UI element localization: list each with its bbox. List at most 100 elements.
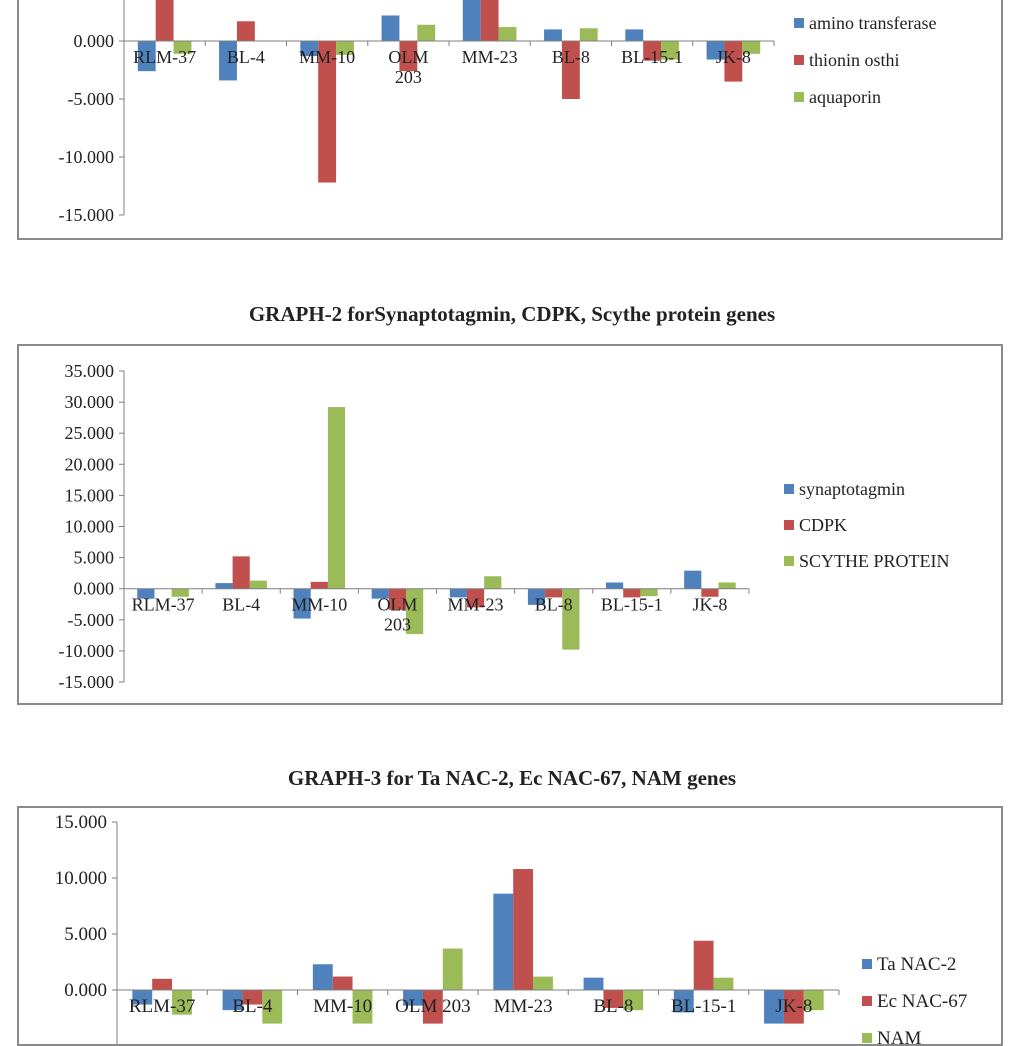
y-tick-label: -10.000 (59, 641, 115, 661)
y-tick-label: -15.000 (59, 205, 115, 225)
legend-label: NAM (877, 1028, 921, 1044)
y-tick-label: 10.000 (65, 517, 115, 537)
bar-nam (262, 990, 283, 1024)
x-tick-label: JK-8 (692, 595, 727, 615)
graph3-chart: 0.000 5.000 10.000 15.000 RLM-37 BL-4 MM-10 OLM… (55, 812, 967, 1044)
x-tick-label: MM-10 (313, 996, 372, 1017)
x-tick-label: MM-23 (494, 996, 553, 1017)
bar-amino-transferase (544, 29, 562, 41)
bar-ec-nac-67 (422, 990, 443, 1024)
bar-amino-transferase (219, 41, 237, 81)
x-tick-label: BL-4 (222, 595, 260, 615)
bar-ta-nac-2 (222, 990, 243, 1011)
bar-ta-nac-2 (673, 990, 694, 1013)
legend-swatch (784, 520, 794, 530)
bar-cdpk (623, 588, 641, 598)
bar-synaptotagmin (684, 570, 702, 589)
bar-nam (803, 990, 824, 1011)
bar-nam (352, 990, 373, 1024)
graph1-chart: -15.000-10.000-5.0000.0005.00010.000RLM-… (59, 0, 936, 225)
graph2-title: GRAPH-2 forSynaptotagmin, CDPK, Scythe p… (248, 302, 776, 326)
bar-amino-transferase (625, 29, 644, 41)
x-tick-label: BL-8 (535, 595, 573, 615)
bar-amino-transferase (462, 0, 481, 41)
x-tick-label: MM-23 (462, 47, 518, 67)
legend-swatch (784, 484, 794, 494)
bar-aquaporin (417, 24, 436, 41)
bar-scythe-protein (171, 588, 189, 597)
y-tick-label: 5.000 (64, 924, 107, 945)
x-tick-label: BL-8 (593, 996, 633, 1017)
graph1-panel: -15.000-10.000-5.0000.0005.00010.000RLM-… (17, 0, 1003, 240)
y-tick-label: 15.000 (65, 485, 115, 505)
x-tick-label: BL-15-1 (671, 996, 736, 1017)
bar-scythe-protein (249, 580, 267, 589)
bar-ta-nac-2 (764, 990, 784, 1024)
bar-thionin-osthi (236, 21, 255, 41)
bar-thionin-osthi (399, 41, 418, 72)
legend-label: Ta NAC-2 (877, 954, 956, 975)
x-tick-label: RLM-37 (132, 595, 195, 615)
bar-nam (713, 977, 734, 990)
x-tick-label: RLM-37 (133, 47, 196, 67)
bar-aquaporin (579, 28, 598, 41)
bar-nam (172, 990, 192, 1015)
x-tick-label: BL-15-1 (601, 595, 663, 615)
bar-thionin-osthi (561, 41, 580, 99)
y-tick-label: 30.000 (65, 392, 115, 412)
bar-ta-nac-2 (583, 977, 604, 990)
bar-nam (623, 990, 644, 1011)
x-tick-label: MM-10 (299, 47, 355, 67)
bar-ec-nac-67 (332, 976, 353, 990)
bar-cdpk (466, 588, 485, 608)
bar-amino-transferase (137, 41, 156, 72)
graph3-panel: 0.000 5.000 10.000 15.000 RLM-37 BL-4 MM-10 OLM… (17, 806, 1003, 1046)
bar-scythe-protein (562, 588, 580, 650)
bar-nam (442, 948, 463, 990)
x-tick-label: OLM 203 (395, 996, 470, 1017)
x-tick-label: BL-8 (552, 47, 590, 67)
bar-ta-nac-2 (312, 964, 333, 990)
bar-cdpk (388, 588, 407, 610)
bar-thionin-osthi (318, 41, 337, 183)
x-tick-label: MM-23 (448, 595, 504, 615)
x-tick-label: JK-8 (775, 996, 812, 1017)
graph2-panel: -15.000 -10.000 -5.000 0.000 5.000 10.000 15.0… (17, 344, 1003, 705)
graph2-chart: -15.000 -10.000 -5.000 0.000 5.000 10.000 15.0… (59, 361, 950, 692)
bar-cdpk (545, 588, 563, 598)
x-tick-label: JK-8 (716, 47, 751, 67)
y-tick-label: 0.000 (74, 31, 115, 51)
bar-cdpk (310, 581, 328, 589)
bar-amino-transferase (300, 41, 319, 57)
legend-swatch (862, 1033, 872, 1043)
y-tick-label: -5.000 (68, 89, 115, 109)
legend-swatch (862, 959, 872, 969)
bar-ec-nac-67 (783, 990, 804, 1024)
bar-aquaporin (498, 27, 517, 41)
bar-thionin-osthi (155, 0, 174, 41)
y-tick-label: 25.000 (65, 423, 115, 443)
y-tick-label: -10.000 (59, 147, 115, 167)
x-tick-label: MM-10 (291, 595, 347, 615)
bar-thionin-osthi (480, 0, 499, 41)
bar-cdpk (232, 556, 250, 589)
bar-ec-nac-67 (242, 990, 263, 1005)
y-tick-label: 15.000 (55, 812, 107, 833)
bar-aquaporin (336, 41, 354, 55)
legend-label: amino transferase (809, 13, 936, 33)
bar-synaptotagmin (527, 588, 546, 605)
x-tick-label: OLM 203 (377, 595, 417, 635)
bar-ec-nac-67 (603, 990, 624, 1008)
bar-scythe-protein (406, 588, 424, 635)
legend-swatch (862, 996, 872, 1006)
x-tick-label: BL-4 (227, 47, 265, 67)
bar-ec-nac-67 (152, 978, 173, 990)
bar-synaptotagmin (215, 583, 233, 589)
bar-scythe-protein (484, 576, 502, 589)
y-tick-label: 0.000 (74, 579, 115, 599)
x-tick-label: BL-15-1 (621, 47, 683, 67)
bar-nam (533, 976, 553, 990)
y-tick-label: 35.000 (65, 361, 115, 381)
bar-ta-nac-2 (403, 990, 423, 1006)
legend-label: synaptotagmin (799, 479, 905, 499)
